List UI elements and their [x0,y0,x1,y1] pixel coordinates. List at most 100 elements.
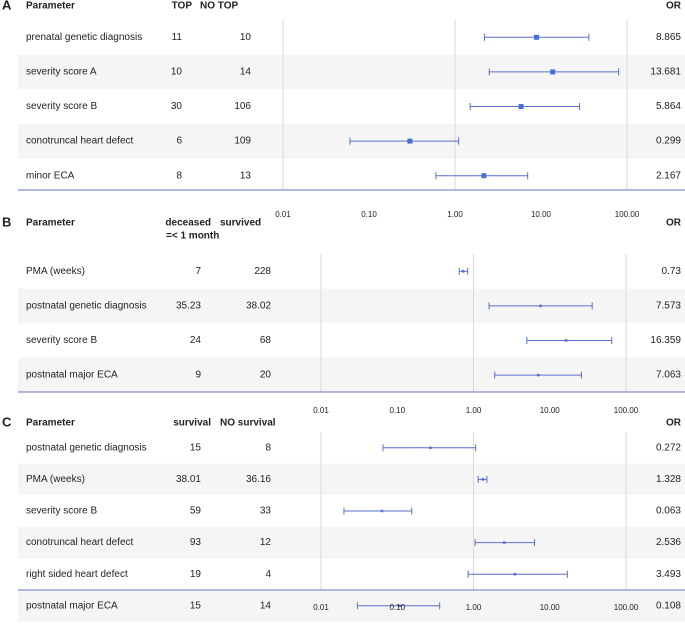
row-or-value: 3.493 [656,569,681,580]
row-group1-value: 7 [195,266,201,277]
x-tick-label: 1.00 [447,210,463,219]
row-group2-value: 20 [260,370,272,381]
or-point [518,104,524,109]
header-group1: deceased [165,218,211,229]
row-label: severity score B [26,335,97,346]
row-group2-value: 68 [260,335,272,346]
row-group1-value: 93 [190,537,202,548]
row-stripe [18,463,685,496]
row-group1-value: 15 [190,442,202,453]
row-label: severity score B [26,506,97,517]
row-or-value: 7.573 [656,301,681,312]
row-group2-value: 13 [240,170,252,181]
header-or: OR [666,1,682,12]
x-tick-label: 0.01 [313,603,329,612]
x-tick-label: 100.00 [615,210,640,219]
header-group2: survived [220,218,261,229]
row-label: severity score A [26,67,97,78]
row-or-value: 0.272 [656,442,681,453]
row-label: postnatal major ECA [26,600,118,611]
header-parameter: Parameter [26,1,75,12]
row-group1-value: 10 [171,67,183,78]
row-group1-value: 59 [190,506,202,517]
row-label: postnatal genetic diagnosis [26,301,147,312]
row-group2-value: 12 [260,537,272,548]
x-tick-label: 10.00 [540,406,561,415]
header-group1-sublabel: =< 1 month [166,231,219,242]
row-stripe [18,357,685,393]
row-label: right sided heart defect [26,569,128,580]
x-tick-label: 100.00 [614,406,639,415]
row-or-value: 7.063 [656,370,681,381]
row-label: PMA (weeks) [26,474,85,485]
or-point [534,34,540,40]
or-point [481,478,485,481]
row-or-value: 8.865 [656,32,681,43]
or-point [481,173,487,179]
header-or: OR [666,218,682,229]
x-tick-label: 0.01 [313,406,329,415]
forest-panel-C: C Parameter survival NO survival OR postnatal… [2,414,685,622]
row-or-value: 0.063 [656,506,681,517]
row-group2-value: 10 [240,32,252,43]
or-point [429,446,432,450]
panel-letter: B [2,214,11,229]
row-stripe [18,526,685,559]
row-or-value: 2.536 [656,537,681,548]
row-label: minor ECA [26,170,75,181]
or-point [550,69,556,75]
x-tick-label: 100.00 [614,603,639,612]
x-tick-label: 10.00 [540,603,561,612]
row-group2-value: 38.02 [246,301,271,312]
row-group2-value: 106 [234,101,251,112]
x-tick-label: 10.00 [531,210,552,219]
row-or-value: 13.681 [650,67,681,78]
forest-panel-A: A Parameter TOP NO TOP OR prenatal genetic di… [2,0,685,219]
row-group2-value: 33 [260,506,272,517]
row-group1-value: 35.23 [176,301,201,312]
row-or-value: 5.864 [656,101,681,112]
header-group1: survival [173,418,211,429]
row-or-value: 0.299 [656,136,681,147]
row-group1-value: 6 [176,136,182,147]
or-point [407,138,413,144]
row-group1-value: 24 [190,335,202,346]
or-point [461,270,465,273]
row-or-value: 0.73 [662,266,682,277]
x-tick-label: 1.00 [466,603,482,612]
row-group2-value: 228 [254,266,271,277]
header-parameter: Parameter [26,218,75,229]
row-group2-value: 36.16 [246,474,271,485]
row-group1-value: 30 [171,101,183,112]
or-point [539,304,542,308]
row-group1-value: 15 [190,600,202,611]
row-label: PMA (weeks) [26,266,85,277]
row-stripe [18,590,685,622]
row-label: postnatal major ECA [26,370,118,381]
row-group1-value: 19 [190,569,202,580]
row-group2-value: 14 [260,600,272,611]
or-point [380,509,384,513]
row-or-value: 0.108 [656,600,681,611]
row-group1-value: 11 [172,32,183,43]
or-point [513,572,517,576]
x-tick-label: 0.01 [275,210,291,219]
panel-letter: C [2,414,12,429]
row-group2-value: 8 [265,442,271,453]
or-point [564,339,568,342]
row-group2-value: 14 [240,67,252,78]
panel-letter: A [2,0,12,12]
forest-panel-B: B Parameter deceased survived OR =< 1 month PM… [2,214,685,415]
header-group2: NO TOP [200,1,238,12]
row-group1-value: 38.01 [176,474,201,485]
or-point [503,541,506,544]
row-label: conotruncal heart defect [26,136,134,147]
header-group1: TOP [172,1,193,12]
x-tick-label: 0.10 [361,210,377,219]
or-point [536,373,540,377]
header-or: OR [666,418,682,429]
x-tick-label: 0.10 [389,603,405,612]
x-tick-label: 0.10 [389,406,405,415]
row-group2-value: 4 [265,569,271,580]
x-tick-label: 1.00 [466,406,482,415]
